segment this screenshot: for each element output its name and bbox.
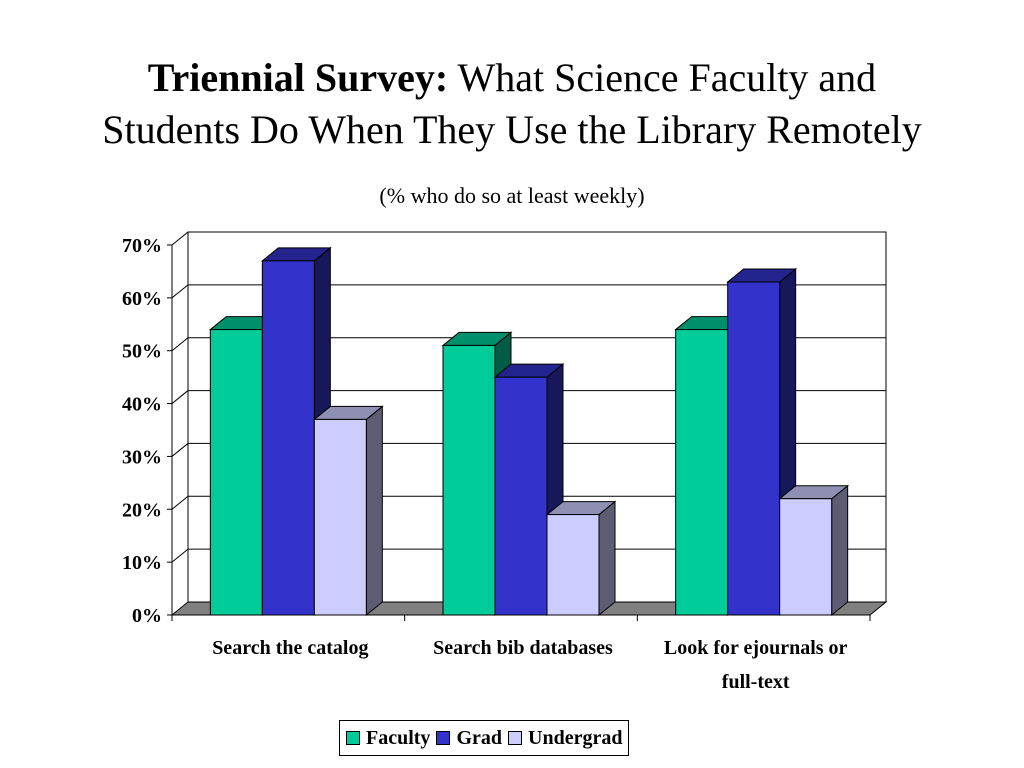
bar-undergrad	[779, 498, 833, 616]
y-tick-label: 10%	[122, 552, 162, 574]
chart-legend: Faculty Grad Undergrad	[339, 720, 630, 756]
y-tick-label: 20%	[122, 499, 162, 521]
gridline-side	[171, 337, 189, 352]
legend-label: Undergrad	[528, 726, 623, 749]
x-tick-label: full-text	[722, 671, 790, 693]
legend-swatch	[436, 731, 451, 745]
legend-swatch	[346, 731, 360, 745]
bar-faculty	[675, 329, 729, 616]
gridline-side	[171, 548, 189, 563]
y-tick-label: 0%	[132, 605, 162, 627]
bar-side-undergrad	[365, 405, 383, 617]
x-tick-label: Look for ejournals or	[664, 637, 848, 659]
bar-grad	[727, 281, 781, 616]
title-bold-part: Triennial Survey:	[147, 55, 449, 100]
bar-side-undergrad	[831, 484, 849, 617]
bar-grad	[494, 376, 548, 616]
x-tick-label: Search the catalog	[212, 637, 368, 659]
y-tick-label: 40%	[122, 394, 162, 416]
legend-swatch	[508, 731, 522, 745]
title-line-2: Students Do When They Use the Library Re…	[102, 107, 922, 152]
y-tick-label: 30%	[122, 446, 162, 468]
gridline-side	[171, 495, 189, 510]
bar-faculty	[442, 344, 496, 616]
y-tick-label: 60%	[122, 288, 162, 310]
bar-undergrad	[546, 514, 600, 616]
legend-label: Grad	[456, 726, 502, 749]
bar-side-undergrad	[598, 500, 616, 617]
gridline-side	[171, 284, 189, 299]
gridline-side	[171, 231, 189, 246]
title-rest-part: What Science Faculty and	[457, 55, 877, 100]
y-tick-label: 70%	[122, 235, 162, 257]
gridline-side	[171, 443, 189, 457]
gridline-side	[171, 390, 189, 404]
bar-grad	[261, 260, 315, 616]
legend-label: Faculty	[366, 726, 431, 749]
title-line-1: Triennial Survey: What Science Faculty a…	[0, 52, 1024, 104]
chart-subtitle: (% who do so at least weekly)	[379, 183, 645, 208]
legend-item-undergrad: Undergrad	[508, 727, 622, 750]
bar-undergrad	[313, 418, 367, 616]
legend-item-grad: Grad	[436, 727, 502, 750]
y-tick-label: 50%	[122, 341, 162, 363]
legend-item-faculty: Faculty	[346, 727, 430, 750]
bar-faculty	[209, 329, 263, 616]
x-tick-label: Search bib databases	[433, 637, 613, 659]
chart-title: Triennial Survey: What Science Faculty a…	[0, 52, 1024, 156]
